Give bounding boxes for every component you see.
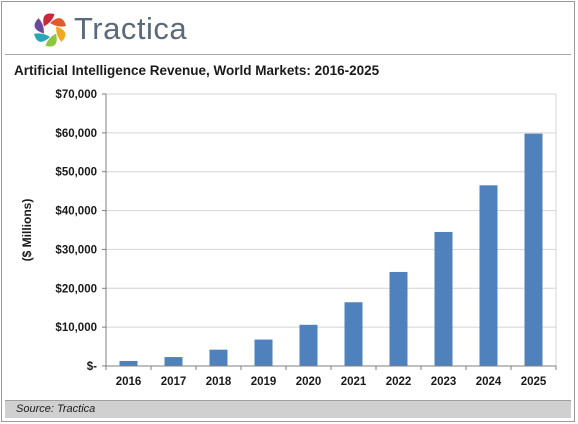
logo-petal — [50, 18, 66, 27]
x-tick-label: 2022 — [386, 376, 412, 388]
x-tick-label: 2020 — [296, 376, 322, 388]
logo-petal — [45, 33, 57, 47]
logo-petal — [43, 13, 55, 27]
header: Tractica — [2, 2, 574, 54]
x-tick-label: 2023 — [431, 376, 457, 388]
logo-petal — [34, 18, 44, 34]
x-tick-label: 2019 — [251, 376, 277, 388]
header-divider — [5, 54, 571, 55]
y-tick-label: $30,000 — [55, 244, 97, 256]
bar-2023 — [434, 231, 453, 366]
x-tick-label: 2024 — [476, 376, 502, 388]
y-tick-label: $50,000 — [55, 167, 97, 179]
y-tick-label: $10,000 — [55, 322, 97, 334]
bar-2024 — [479, 185, 498, 366]
y-tick-label: $70,000 — [55, 89, 97, 101]
bar-2022 — [389, 271, 408, 366]
bar-2017 — [164, 357, 183, 366]
y-tick-label: $- — [87, 361, 97, 373]
bar-2025 — [524, 133, 543, 366]
tractica-logo-icon — [34, 13, 66, 47]
footer-bar: Source: Tractica — [5, 400, 571, 418]
logo-petal — [34, 33, 50, 42]
bar-2019 — [254, 339, 273, 366]
bar-2020 — [299, 324, 318, 366]
x-tick-label: 2018 — [206, 376, 232, 388]
x-tick-label: 2021 — [341, 376, 367, 388]
x-tick-label: 2016 — [116, 376, 142, 388]
logo-petal — [56, 26, 66, 42]
y-axis-label: ($ Millions) — [20, 199, 34, 262]
bar-2021 — [344, 302, 363, 366]
bar-2016 — [119, 360, 138, 366]
bar-2018 — [209, 349, 228, 366]
y-tick-label: $40,000 — [55, 206, 97, 218]
y-tick-label: $20,000 — [55, 283, 97, 295]
x-tick-label: 2025 — [521, 376, 547, 388]
chart-title: Artificial Intelligence Revenue, World M… — [14, 63, 380, 78]
brand-name: Tractica — [74, 11, 188, 46]
x-tick-label: 2017 — [161, 376, 187, 388]
source-note: Source: Tractica — [16, 403, 96, 415]
y-tick-label: $60,000 — [55, 128, 97, 140]
